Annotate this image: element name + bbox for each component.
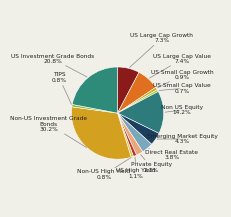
Text: Non-US High Yield
0.8%: Non-US High Yield 0.8% <box>77 158 131 180</box>
Wedge shape <box>117 113 151 152</box>
Text: US Small Cap Growth
0.9%: US Small Cap Growth 0.9% <box>150 70 213 88</box>
Wedge shape <box>117 87 157 113</box>
Text: US Large Cap Value
7.4%: US Large Cap Value 7.4% <box>149 54 210 78</box>
Wedge shape <box>117 67 138 113</box>
Wedge shape <box>71 107 131 159</box>
Wedge shape <box>117 113 142 155</box>
Wedge shape <box>117 72 155 113</box>
Text: US Small Cap Value
0.7%: US Small Cap Value 0.7% <box>153 83 210 94</box>
Wedge shape <box>117 92 163 133</box>
Wedge shape <box>72 104 117 113</box>
Text: Non US Equity
14.2%: Non US Equity 14.2% <box>160 105 202 115</box>
Wedge shape <box>117 113 133 157</box>
Text: Direct Real Estate
3.8%: Direct Real Estate 3.8% <box>145 149 197 160</box>
Text: Private Equity
2.3%: Private Equity 2.3% <box>130 155 171 173</box>
Text: Non-US Investment Grade
Bonds
30.2%: Non-US Investment Grade Bonds 30.2% <box>10 116 87 148</box>
Text: US Large Cap Growth
7.3%: US Large Cap Growth 7.3% <box>129 33 192 67</box>
Text: US High Yield
1.1%: US High Yield 1.1% <box>116 157 155 179</box>
Wedge shape <box>72 67 117 113</box>
Text: TIPS
0.8%: TIPS 0.8% <box>51 72 71 104</box>
Wedge shape <box>117 90 158 113</box>
Text: Emerging Market Equity
4.3%: Emerging Market Equity 4.3% <box>146 133 217 144</box>
Text: US Investment Grade Bonds
20.8%: US Investment Grade Bonds 20.8% <box>11 54 94 77</box>
Wedge shape <box>117 113 158 144</box>
Wedge shape <box>117 113 136 156</box>
